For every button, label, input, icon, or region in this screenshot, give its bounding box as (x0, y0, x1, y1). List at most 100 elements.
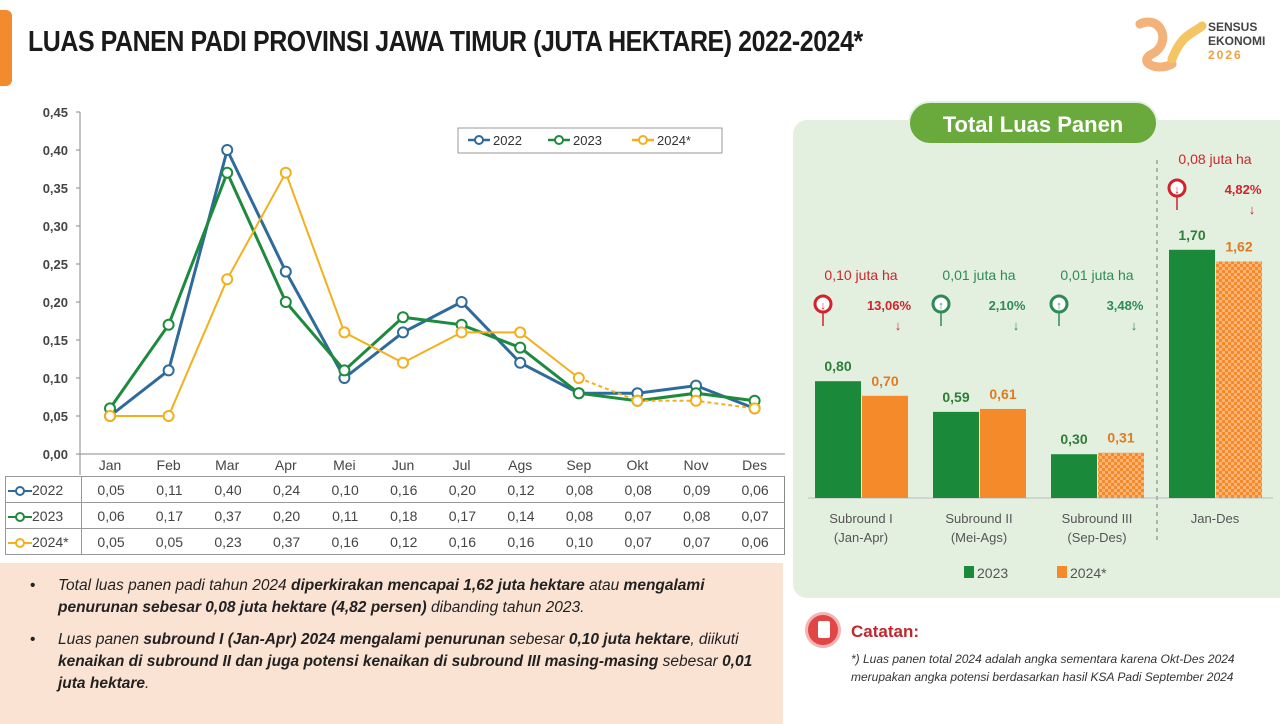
note-text: , diikuti (690, 631, 739, 648)
series-marker-icon (8, 537, 32, 548)
table-cell: 0,23 (198, 528, 258, 555)
catatan-text: *) Luas panen total 2024 adalah angka se… (851, 652, 1235, 684)
table-cell: 0,05 (81, 528, 141, 555)
x-tick-label: Des (742, 457, 767, 473)
bar-chart-title: Total Luas Panen (908, 101, 1158, 145)
arrow-glyph: ↑ (938, 300, 944, 312)
down-arrow-icon: ↓ (1131, 318, 1138, 333)
series-marker-icon (8, 485, 32, 496)
legend-marker (554, 135, 564, 145)
series-line-2023 (108, 168, 755, 410)
legend-swatch-2024 (1057, 566, 1067, 578)
table-cell: 0,37 (198, 502, 258, 529)
data-point (514, 341, 527, 354)
bar-value-label: 1,62 (1225, 238, 1252, 254)
data-point (279, 296, 292, 308)
table-cell: 0,10 (550, 528, 609, 555)
table-cell: 0,05 (140, 528, 199, 555)
bar-2023 (1169, 249, 1215, 498)
note-text: diperkirakan mencapai 1,62 juta hektare (290, 577, 585, 594)
table-cell: 0,37 (257, 528, 316, 555)
table-cell: 0,07 (608, 502, 668, 529)
note-text: . (145, 675, 150, 692)
data-point (338, 326, 351, 339)
legend-label: 2024* (1070, 565, 1107, 581)
legend-swatch-2023 (964, 566, 974, 578)
y-tick-label: 0,30 (43, 219, 68, 234)
y-tick-label: 0,45 (43, 105, 68, 120)
table-cell: 0,07 (608, 528, 668, 555)
note-text: mengalami penurunan sebesar 0,08 juta he… (58, 577, 705, 616)
category-label: Subround I (829, 511, 893, 526)
table-cell: 0,18 (374, 502, 434, 529)
data-point (397, 311, 409, 324)
table-cell: 0,20 (433, 476, 492, 503)
x-tick-label: Jun (392, 457, 415, 473)
data-point (221, 166, 234, 179)
data-point (338, 364, 351, 377)
table-cell: 0,16 (491, 528, 551, 555)
table-cell: 0,16 (315, 528, 375, 555)
change-percent: 13,06% (867, 298, 912, 313)
data-point (690, 394, 702, 407)
note-text: Total luas panen padi tahun 2024 (58, 577, 291, 594)
y-tick-label: 0,10 (43, 371, 68, 386)
data-point (279, 166, 292, 179)
data-point (572, 372, 585, 384)
table-cell: 0,17 (140, 502, 199, 529)
series-name: 2024* (32, 533, 69, 550)
legend-marker (474, 135, 484, 145)
table-cell: 0,08 (550, 476, 609, 503)
bar-value-label: 1,70 (1178, 227, 1205, 243)
logo-ribbon-icon (1135, 17, 1207, 72)
data-point (514, 326, 527, 339)
legend-label: 2023 (977, 565, 1008, 581)
decrease-icon (813, 294, 833, 314)
series-marker-icon (8, 511, 32, 522)
category-label: (Jan-Apr) (834, 530, 888, 545)
y-tick-label: 0,20 (43, 295, 68, 310)
data-point (631, 394, 644, 407)
table-cell: 0,07 (726, 502, 785, 529)
x-tick-label: Feb (157, 457, 181, 473)
category-label: (Sep-Des) (1067, 530, 1126, 545)
legend-label: 2024* (657, 133, 691, 148)
logo-year: 2026 (1208, 48, 1243, 62)
bar-2024 (980, 408, 1026, 498)
data-point (397, 356, 409, 369)
legend-box (457, 127, 723, 154)
x-tick-label: Mar (215, 457, 239, 473)
data-point (572, 387, 585, 400)
bar-2024 (1216, 261, 1262, 498)
down-arrow-icon: ↓ (1013, 318, 1020, 333)
table-cell: 0,17 (433, 502, 492, 529)
legend-label: 2023 (573, 133, 602, 148)
increase-icon (1049, 294, 1069, 314)
table-cell: 0,40 (198, 476, 258, 503)
note-text: 0,10 juta hektare (568, 631, 691, 648)
arrow-glyph: ↓ (1174, 184, 1180, 196)
bar-value-label: 0,61 (989, 386, 1016, 402)
bar-2023 (1051, 454, 1097, 498)
bar-2023 (815, 381, 861, 498)
bar-value-label: 0,31 (1107, 430, 1134, 446)
category-label: Jan-Des (1191, 511, 1240, 526)
x-tick-label: Nov (684, 457, 709, 473)
table-cell: 0,11 (140, 476, 199, 503)
change-percent: 3,48% (1107, 298, 1144, 313)
y-tick-label: 0,00 (43, 447, 68, 462)
data-point (748, 402, 761, 415)
x-tick-label: Jan (99, 457, 122, 473)
note-text: sebesar (658, 653, 723, 670)
catatan-title: Catatan: (851, 622, 920, 641)
data-point (455, 326, 468, 339)
data-point (397, 326, 409, 339)
bar-2024 (862, 395, 908, 498)
series-line-2022 (109, 145, 756, 418)
table-cell: 0,06 (726, 528, 785, 555)
x-tick-label: Okt (627, 457, 649, 473)
note-text: dibanding tahun 2023. (426, 599, 585, 616)
table-cell: 0,10 (315, 476, 375, 503)
arrow-glyph: ↑ (1056, 300, 1062, 312)
table-cell: 0,12 (374, 528, 434, 555)
